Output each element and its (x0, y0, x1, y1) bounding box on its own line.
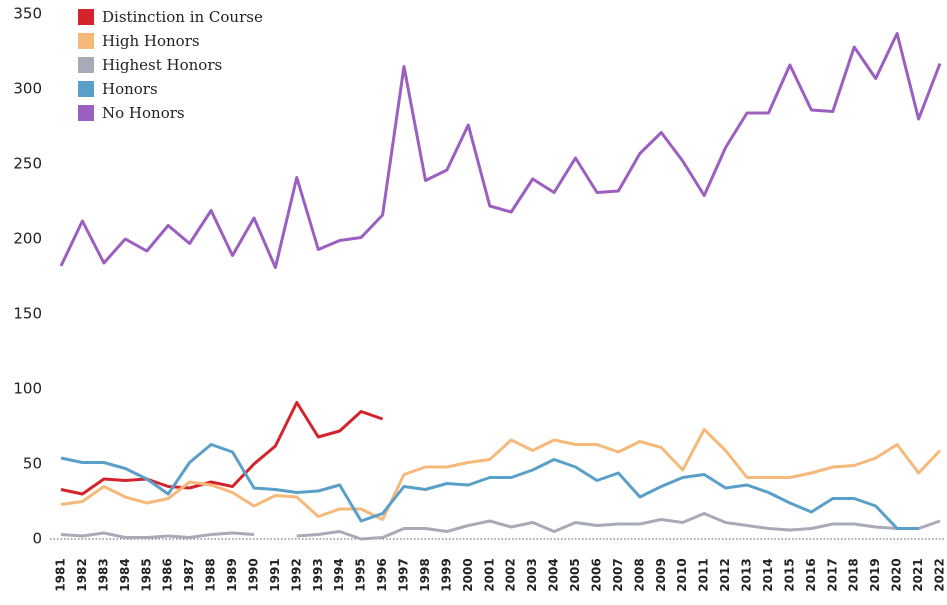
x-tick-label: 2016 (804, 558, 818, 591)
x-tick-label: 2017 (825, 558, 839, 591)
series-line (60, 401, 384, 496)
y-tick-label: 300 (13, 80, 42, 98)
x-tick-label: 1991 (268, 558, 282, 591)
x-tick-label: 2010 (675, 558, 689, 591)
series-line (60, 512, 941, 541)
x-tick-label: 2022 (933, 558, 947, 591)
legend-swatch (78, 9, 94, 25)
x-tick-label: 1981 (54, 558, 68, 591)
x-tick-label: 2015 (782, 558, 796, 591)
x-tick-label: 2002 (504, 558, 518, 591)
x-tick-label: 2003 (525, 558, 539, 591)
legend-label: Highest Honors (102, 56, 222, 74)
x-tick-label: 1997 (397, 558, 411, 591)
x-tick-label: 2009 (654, 558, 668, 591)
x-tick-label: 2013 (740, 558, 754, 591)
y-tick-label: 200 (13, 230, 42, 248)
legend-label: High Honors (102, 32, 200, 50)
x-tick-label: 2018 (847, 558, 861, 591)
x-tick-label: 2012 (718, 558, 732, 591)
legend-swatch (78, 33, 94, 49)
y-tick-label: 350 (13, 5, 42, 23)
x-tick-label: 1993 (311, 558, 325, 591)
series-line (59, 32, 942, 269)
x-tick-label: 2011 (697, 558, 711, 591)
x-tick-label: 1985 (139, 558, 153, 591)
legend-swatch (78, 105, 94, 121)
x-tick-label: 2006 (589, 558, 603, 591)
x-tick-label: 2001 (482, 558, 496, 591)
y-tick-label: 150 (13, 305, 42, 323)
legend-label: Honors (102, 80, 158, 98)
y-tick-label: 250 (13, 155, 42, 173)
x-tick-label: 1982 (75, 558, 89, 591)
x-tick-label: 1989 (225, 558, 239, 591)
x-tick-label: 1996 (375, 558, 389, 591)
x-tick-label: 1999 (439, 558, 453, 591)
x-tick-label: 2020 (890, 558, 904, 591)
x-tick-label: 1992 (289, 558, 303, 591)
x-tick-label: 2007 (611, 558, 625, 591)
x-tick-label: 2014 (761, 558, 775, 591)
legend-label: Distinction in Course (102, 8, 263, 26)
x-tick-label: 1987 (182, 558, 196, 591)
x-tick-label: 1984 (118, 558, 132, 591)
x-tick-label: 1983 (96, 558, 110, 591)
legend-swatch (78, 57, 94, 73)
y-tick-label: 0 (32, 530, 42, 548)
x-tick-label: 2004 (547, 558, 561, 591)
x-tick-label: 1990 (246, 558, 260, 591)
x-tick-label: 1986 (161, 558, 175, 591)
x-tick-label: 2021 (911, 558, 925, 591)
y-tick-label: 50 (23, 455, 42, 473)
y-tick-label: 100 (13, 380, 42, 398)
series-line (60, 443, 919, 530)
legend-label: No Honors (102, 104, 185, 122)
x-tick-label: 2000 (461, 558, 475, 591)
legend-swatch (78, 81, 94, 97)
series-line (60, 428, 942, 521)
x-tick-label: 2008 (632, 558, 646, 591)
x-tick-label: 1994 (332, 558, 346, 591)
x-tick-label: 2019 (868, 558, 882, 591)
x-tick-label: 1998 (418, 558, 432, 591)
x-tick-label: 1988 (204, 558, 218, 591)
x-tick-label: 1995 (354, 558, 368, 591)
x-tick-label: 2005 (568, 558, 582, 591)
